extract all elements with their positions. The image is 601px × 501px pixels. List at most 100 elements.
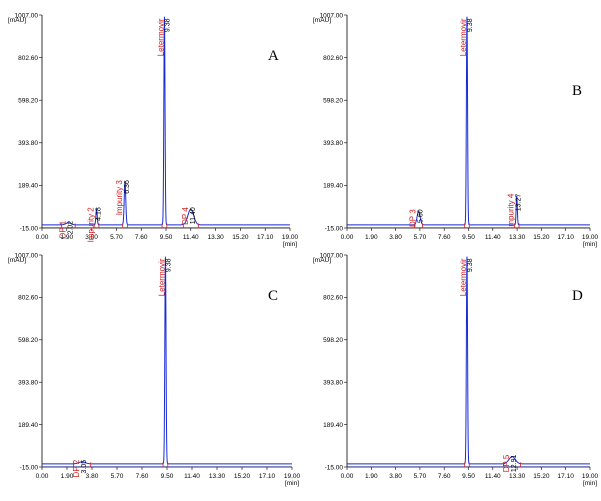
y-tick-label: 598.20 (18, 337, 38, 344)
panel-letter: D (572, 288, 583, 304)
peak-integration-mark (161, 223, 168, 229)
peak-rt-label-impurity-2: 4.18 (96, 207, 103, 221)
x-tick-label: 17.10 (259, 473, 276, 480)
x-tick-label: 5.70 (110, 234, 123, 241)
x-tick-label: 19.00 (582, 473, 599, 480)
peak-name-label-letermovir: Letermovir (157, 258, 166, 296)
x-tick-label: 11.40 (183, 234, 199, 241)
x-axis-unit: [min] (583, 480, 597, 487)
x-tick-label: 3.80 (389, 234, 402, 241)
peak-integration-mark (182, 223, 199, 229)
peak-rt-label-letermovir: 9.38 (467, 18, 474, 32)
peak-name-label-dp-4: DP 4 (181, 207, 190, 225)
peak-rt-label-letermovir: 9.38 (164, 18, 171, 32)
y-axis-unit: [mAU] (313, 257, 331, 264)
peak-name-label-dp-1: DP 1 (58, 220, 67, 238)
peak-rt-label-dp-5: 12.91 (511, 455, 518, 473)
y-tick-label: -15.00 (20, 464, 39, 471)
peak-integration-mark (503, 462, 521, 468)
x-tick-label: 17.10 (558, 234, 575, 241)
x-tick-label: 11.40 (485, 473, 501, 480)
x-tick-label: 5.70 (111, 473, 124, 480)
x-tick-label: 11.40 (184, 473, 200, 480)
x-tick-label: 1.90 (60, 234, 73, 241)
peak-name-label-dp-2: DP 2 (72, 459, 81, 477)
x-tick-label: 11.40 (485, 234, 501, 241)
chromatogram-panel-d: 1007.00 802.60 598.20 393.80 189.40 -15.00 0.0… (313, 252, 599, 487)
x-tick-label: 3.80 (389, 473, 402, 480)
y-tick-label: 189.40 (323, 183, 343, 190)
y-tick-label: 393.80 (18, 140, 38, 147)
x-tick-label: 7.60 (438, 473, 451, 480)
x-axis-unit: [min] (285, 480, 299, 487)
x-tick-label: 13.30 (209, 473, 226, 480)
peak-name-label-dp-5: DP 5 (502, 454, 511, 472)
chromatogram-trace (347, 16, 590, 226)
peak-rt-label-impurity-3: 6.36 (124, 180, 131, 194)
x-tick-label: 13.30 (509, 234, 526, 241)
x-tick-label: 19.00 (282, 234, 299, 241)
x-tick-label: 15.20 (533, 473, 550, 480)
x-tick-label: 3.80 (85, 234, 98, 241)
x-tick-label: 0.00 (36, 234, 49, 241)
x-tick-label: 0.00 (36, 473, 49, 480)
y-tick-label: 598.20 (18, 98, 38, 105)
peak-integration-mark (93, 223, 100, 229)
chromatogram-panel-b: 1007.00 802.60 598.20 393.80 189.40 -15.00 0.0… (313, 12, 599, 248)
x-tick-label: 5.70 (414, 234, 427, 241)
chromatogram-trace (347, 256, 590, 465)
x-axis-unit: [min] (583, 241, 597, 248)
y-tick-label: 802.60 (18, 295, 38, 302)
x-tick-label: 9.50 (161, 473, 174, 480)
peak-integration-mark (464, 462, 470, 468)
x-tick-label: 15.20 (533, 234, 550, 241)
peak-rt-label-dp-1: 2.02 (67, 221, 74, 235)
peak-integration-mark (61, 223, 76, 229)
peak-rt-label-letermovir: 9.38 (165, 258, 172, 272)
y-tick-label: -15.00 (20, 225, 39, 232)
x-axis-unit: [min] (283, 241, 297, 248)
panel-letter: A (268, 48, 279, 64)
y-tick-label: 393.80 (323, 380, 343, 387)
y-tick-label: 802.60 (18, 55, 38, 62)
x-tick-label: 5.70 (414, 473, 427, 480)
chromatogram-trace (42, 16, 290, 226)
y-tick-label: 1007.00 (320, 12, 344, 19)
x-tick-label: 19.00 (284, 473, 301, 480)
peak-rt-label-dp-2: 3.05 (81, 460, 88, 474)
peak-integration-mark (73, 462, 92, 468)
x-tick-label: 19.00 (582, 234, 599, 241)
peak-rt-label-dp-4: 11.40 (190, 207, 197, 224)
x-tick-label: 15.20 (232, 234, 249, 241)
peak-name-label-letermovir: Letermovir (459, 18, 468, 56)
panel-letter: C (268, 288, 278, 304)
x-tick-label: 13.30 (207, 234, 224, 241)
x-tick-label: 7.60 (135, 234, 148, 241)
peak-name-label-dp-3: DP 3 (409, 209, 418, 227)
x-tick-label: 17.10 (257, 234, 274, 241)
x-tick-label: 13.30 (509, 473, 526, 480)
peak-integration-mark (122, 223, 128, 229)
peak-rt-label-dp-3: 5.60 (418, 209, 425, 223)
x-tick-label: 0.00 (341, 234, 354, 241)
peak-name-label-impurity-3: Impurity 3 (115, 180, 124, 216)
chromatogram-panel-c: 1007.00 802.60 598.20 393.80 189.40 -15.00 0.0… (8, 252, 301, 487)
y-tick-label: 189.40 (18, 422, 38, 429)
x-tick-label: 15.20 (234, 473, 251, 480)
y-tick-label: 802.60 (323, 55, 343, 62)
y-axis-unit: [mAU] (8, 17, 26, 24)
panel-letter: B (572, 83, 582, 99)
x-tick-label: 9.50 (462, 473, 475, 480)
peak-name-label-impurity-4: Impurity 4 (507, 193, 516, 229)
y-tick-label: 393.80 (18, 380, 38, 387)
peak-rt-label-impurity-4: 13.27 (516, 194, 523, 212)
peak-name-label-letermovir: Letermovir (459, 258, 468, 296)
x-tick-label: 1.90 (365, 234, 378, 241)
y-tick-label: 1007.00 (320, 252, 344, 259)
chromatogram-trace (42, 256, 292, 465)
x-tick-label: 7.60 (136, 473, 149, 480)
x-tick-label: 1.90 (365, 473, 378, 480)
y-tick-label: 393.80 (323, 140, 343, 147)
peak-rt-label-letermovir: 9.38 (467, 258, 474, 272)
